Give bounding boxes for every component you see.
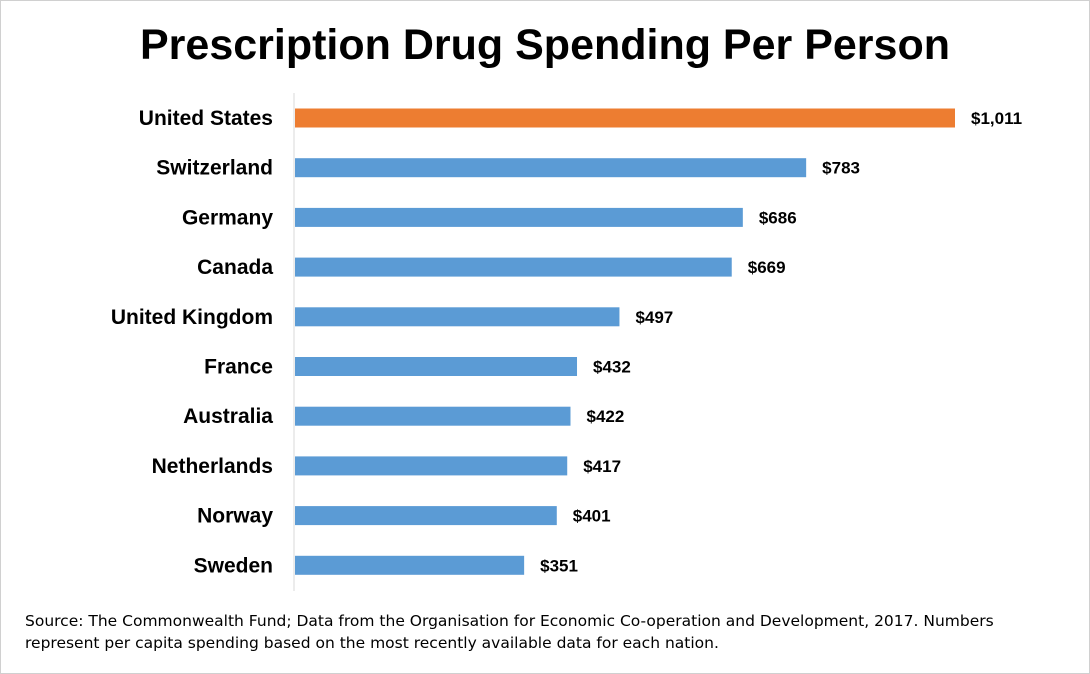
category-label-france: France [204,356,273,379]
bar-norway [295,506,557,526]
category-label-switzerland: Switzerland [156,157,273,180]
value-label-norway: $401 [573,507,611,526]
chart-title: Prescription Drug Spending Per Person [140,21,950,69]
source-note: Source: The Commonwealth Fund; Data from… [25,612,994,652]
bar-switzerland [295,158,807,178]
category-label-sweden: Sweden [194,554,273,577]
category-label-united-states: United States [139,107,273,130]
value-label-france: $432 [593,358,631,377]
value-label-netherlands: $417 [583,457,621,476]
value-label-germany: $686 [759,208,797,227]
bar-netherlands [295,456,568,476]
bar-germany [295,207,743,227]
value-label-united-kingdom: $497 [635,308,673,327]
category-label-germany: Germany [182,206,273,229]
bar-australia [295,406,571,426]
value-label-switzerland: $783 [822,159,860,178]
category-label-australia: Australia [183,405,273,428]
bar-sweden [295,555,525,575]
value-label-australia: $422 [586,407,624,426]
bar-chart: United States $1,011 Switzerland $783 German… [111,93,1022,591]
value-label-sweden: $351 [540,556,578,575]
category-label-united-kingdom: United Kingdom [111,306,273,329]
category-label-norway: Norway [197,505,273,528]
bar-canada [295,257,732,277]
bars-layer: United States $1,011 Switzerland $783 German… [111,107,1022,577]
bar-united-kingdom [295,307,620,327]
category-label-netherlands: Netherlands [152,455,273,478]
value-label-canada: $669 [748,258,786,277]
bar-united-states [295,108,955,128]
category-label-canada: Canada [197,256,273,279]
bar-france [295,357,578,376]
value-label-united-states: $1,011 [971,109,1022,128]
